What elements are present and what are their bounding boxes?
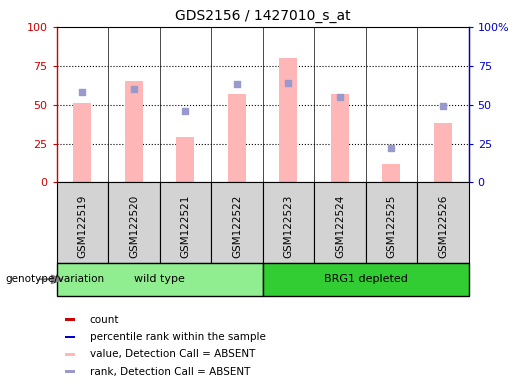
Text: GSM122525: GSM122525 <box>386 194 397 258</box>
Point <box>284 80 293 86</box>
Text: BRG1 depleted: BRG1 depleted <box>324 274 407 285</box>
Point <box>439 103 447 109</box>
Point <box>130 86 138 92</box>
Bar <box>211 182 263 263</box>
Point <box>181 108 190 114</box>
Bar <box>331 94 349 182</box>
Text: value, Detection Call = ABSENT: value, Detection Call = ABSENT <box>90 349 255 359</box>
Text: percentile rank within the sample: percentile rank within the sample <box>90 332 266 342</box>
Bar <box>228 94 246 182</box>
Bar <box>263 263 469 296</box>
Bar <box>314 182 366 263</box>
Text: GSM122524: GSM122524 <box>335 194 345 258</box>
Text: GSM122520: GSM122520 <box>129 194 139 258</box>
Point <box>387 145 396 151</box>
Bar <box>57 182 108 263</box>
FancyArrow shape <box>39 275 63 283</box>
Text: genotype/variation: genotype/variation <box>5 274 104 285</box>
Point <box>78 89 87 95</box>
Text: rank, Detection Call = ABSENT: rank, Detection Call = ABSENT <box>90 366 250 377</box>
Bar <box>125 81 143 182</box>
Bar <box>108 182 160 263</box>
Bar <box>65 318 75 321</box>
Bar <box>176 137 194 182</box>
Text: count: count <box>90 314 119 325</box>
Bar <box>65 353 75 356</box>
Text: GSM122522: GSM122522 <box>232 194 242 258</box>
Bar <box>160 182 211 263</box>
Text: wild type: wild type <box>134 274 185 285</box>
Bar <box>434 123 452 182</box>
Bar <box>65 370 75 373</box>
Bar <box>73 103 92 182</box>
Text: GSM122519: GSM122519 <box>77 194 88 258</box>
Point <box>233 81 241 88</box>
Text: GSM122526: GSM122526 <box>438 194 448 258</box>
Bar <box>417 182 469 263</box>
Bar <box>57 263 263 296</box>
Bar <box>280 58 298 182</box>
Point <box>336 94 344 100</box>
Bar <box>382 164 401 182</box>
Text: GSM122521: GSM122521 <box>180 194 191 258</box>
Bar <box>65 336 75 338</box>
Text: GSM122523: GSM122523 <box>283 194 294 258</box>
Title: GDS2156 / 1427010_s_at: GDS2156 / 1427010_s_at <box>175 9 351 23</box>
Bar <box>366 182 417 263</box>
Bar <box>263 182 314 263</box>
